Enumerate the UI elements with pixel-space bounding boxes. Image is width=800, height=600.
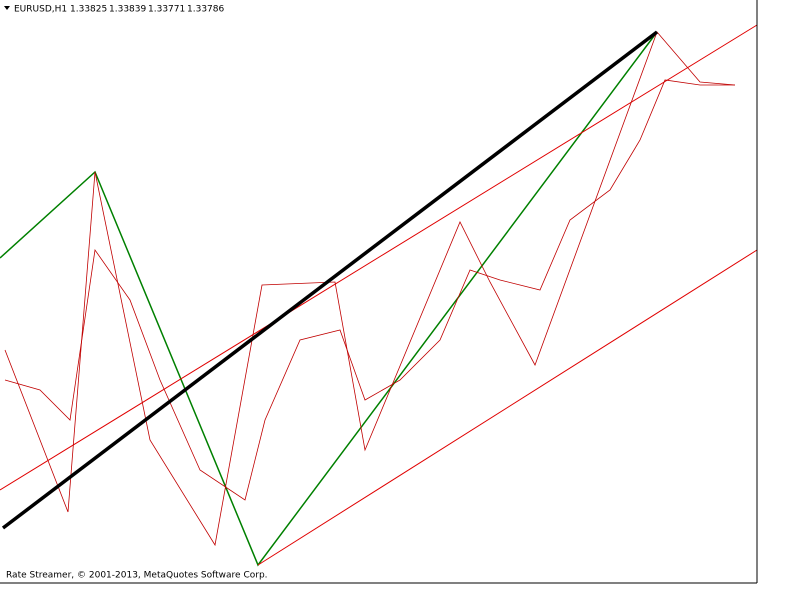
- header-low: 1.33771: [148, 5, 185, 15]
- header: EURUSD,H1 1.33825 1.33839 1.33771 1.3378…: [4, 5, 224, 15]
- menu-arrow: [4, 6, 10, 10]
- header-close: 1.33786: [187, 5, 224, 15]
- trendline-black: [1, 30, 659, 530]
- drawings: [0, 24, 758, 567]
- channel-lower: [257, 249, 758, 566]
- footer: Rate Streamer, © 2001-2013, MetaQuotes S…: [6, 571, 268, 581]
- moving-average: [4, 79, 735, 501]
- symbol: EURUSD,H1: [14, 5, 67, 15]
- header-high: 1.33839: [109, 5, 146, 15]
- header-open: 1.33825: [70, 5, 107, 15]
- zigzag-red: [4, 31, 736, 547]
